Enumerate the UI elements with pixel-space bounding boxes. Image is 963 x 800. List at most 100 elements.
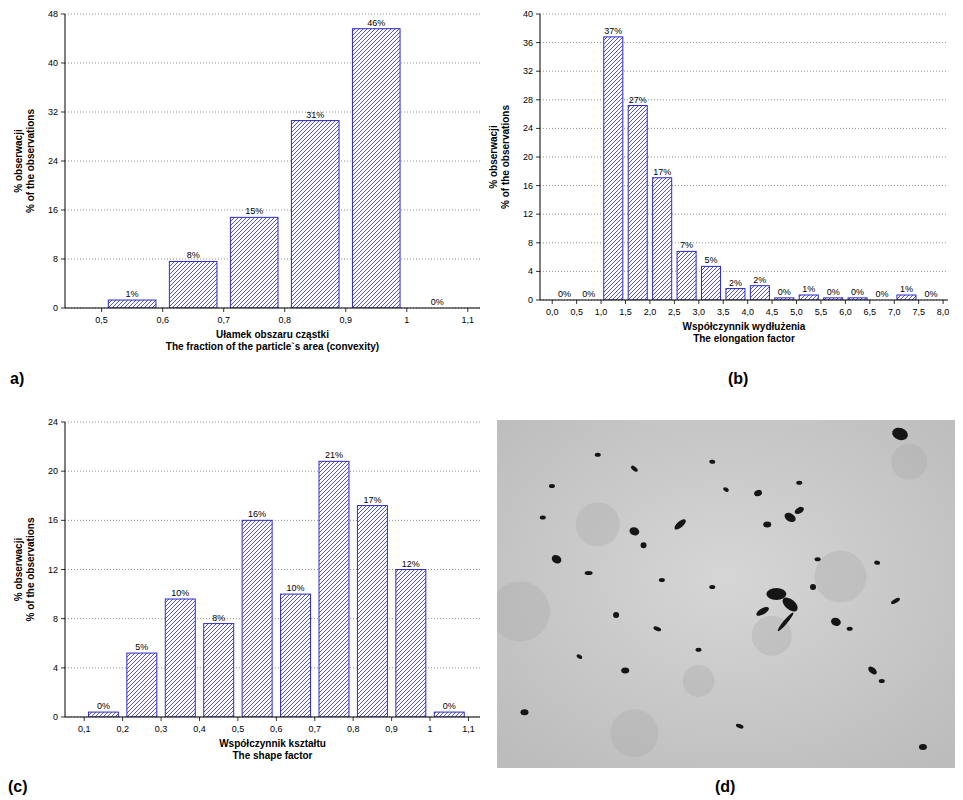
x-tick-label: 0,7 [309, 724, 322, 734]
particle [659, 578, 665, 582]
bar [653, 178, 672, 300]
particle [709, 459, 716, 464]
x-tick-label: 0,5 [95, 315, 108, 325]
x-tick-label: 0,6 [270, 724, 283, 734]
bar [628, 106, 647, 300]
x-tick-label: 2,5 [668, 307, 681, 317]
grid-line [540, 71, 948, 72]
data-label: 7% [680, 240, 693, 250]
x-tick [284, 308, 285, 312]
bar [352, 29, 400, 308]
particle [520, 709, 528, 715]
x-tick-label: 7,5 [912, 307, 925, 317]
bar [88, 712, 118, 717]
data-label: 17% [653, 167, 671, 177]
y-tick [61, 259, 65, 260]
bar [726, 289, 745, 300]
data-label: 27% [629, 95, 647, 105]
data-label: 0% [924, 289, 937, 299]
x-tick [552, 300, 553, 304]
y-tick-label: 8 [528, 238, 533, 248]
y-tick [536, 157, 540, 158]
y-tick [536, 71, 540, 72]
y-tick-label: 28 [523, 95, 533, 105]
x-tick [698, 300, 699, 304]
particle [763, 521, 771, 527]
particle [847, 627, 853, 631]
x-tick-label: 0,9 [385, 724, 398, 734]
particle [630, 465, 639, 473]
grid-line [540, 214, 948, 215]
y-tick [61, 422, 65, 423]
bar [108, 300, 156, 308]
panel: 048121620240,10,20,30,40,50,60,70,80,911… [8, 417, 480, 795]
particle [595, 453, 601, 457]
y-tick [61, 63, 65, 64]
y-tick [61, 14, 65, 15]
x-tick [353, 717, 354, 721]
y-tick-label: 12 [48, 565, 58, 575]
x-tick-label: 7,0 [888, 307, 901, 317]
grid-line [540, 300, 948, 301]
photo-haze [815, 551, 867, 603]
y-tick-label: 4 [528, 266, 533, 276]
y-tick-label: 40 [48, 58, 58, 68]
bar [230, 217, 278, 308]
x-tick [869, 300, 870, 304]
data-label: 37% [604, 26, 622, 36]
y-tick [536, 300, 540, 301]
data-label: 5% [705, 255, 718, 265]
y-tick [61, 618, 65, 619]
x-tick [772, 300, 773, 304]
x-tick [345, 308, 346, 312]
data-label: 1% [802, 284, 815, 294]
data-labels: 1%8%15%31%46%0% [126, 18, 444, 307]
x-tick [122, 717, 123, 721]
particle [874, 560, 881, 565]
y-tick-label: 20 [48, 466, 58, 476]
data-label: 31% [306, 110, 324, 120]
particle [753, 489, 763, 497]
panel-label: (c) [8, 778, 28, 795]
data-label: 12% [402, 559, 420, 569]
photo-haze [891, 444, 927, 480]
y-axis-title: % of the observations [25, 109, 36, 213]
x-tick-label: 1,1 [462, 724, 475, 734]
panel-label: a) [10, 370, 24, 387]
bar [799, 295, 818, 300]
y-tick [61, 112, 65, 113]
data-label: 0% [582, 289, 595, 299]
photo-haze [610, 709, 658, 757]
x-tick [943, 300, 944, 304]
bar [604, 37, 623, 300]
grid-line [65, 14, 480, 15]
particle [793, 505, 805, 515]
x-tick [820, 300, 821, 304]
particle [585, 571, 593, 575]
data-label: 0% [876, 289, 889, 299]
y-tick [61, 520, 65, 521]
y-tick-label: 48 [48, 9, 58, 19]
x-tick [723, 300, 724, 304]
data-label: 10% [171, 588, 189, 598]
bars [108, 29, 400, 308]
x-tick-label: 0,5 [570, 307, 583, 317]
particle [780, 595, 800, 614]
x-tick [845, 300, 846, 304]
x-tick-label: 1,5 [619, 307, 632, 317]
photo-background [497, 420, 955, 768]
image-panel [490, 420, 955, 768]
grid-line [65, 717, 480, 718]
photo-haze [576, 502, 620, 546]
y-axis [65, 14, 66, 308]
particle [709, 585, 715, 589]
photo-haze [683, 665, 715, 697]
y-tick [536, 271, 540, 272]
y-tick [536, 242, 540, 243]
y-tick [61, 210, 65, 211]
x-tick-label: 1 [404, 315, 409, 325]
data-label: 10% [287, 583, 305, 593]
particle [696, 648, 702, 652]
y-tick-label: 32 [523, 66, 533, 76]
panel: 04812162024283236400,00,51,01,52,02,53,0… [488, 9, 949, 387]
